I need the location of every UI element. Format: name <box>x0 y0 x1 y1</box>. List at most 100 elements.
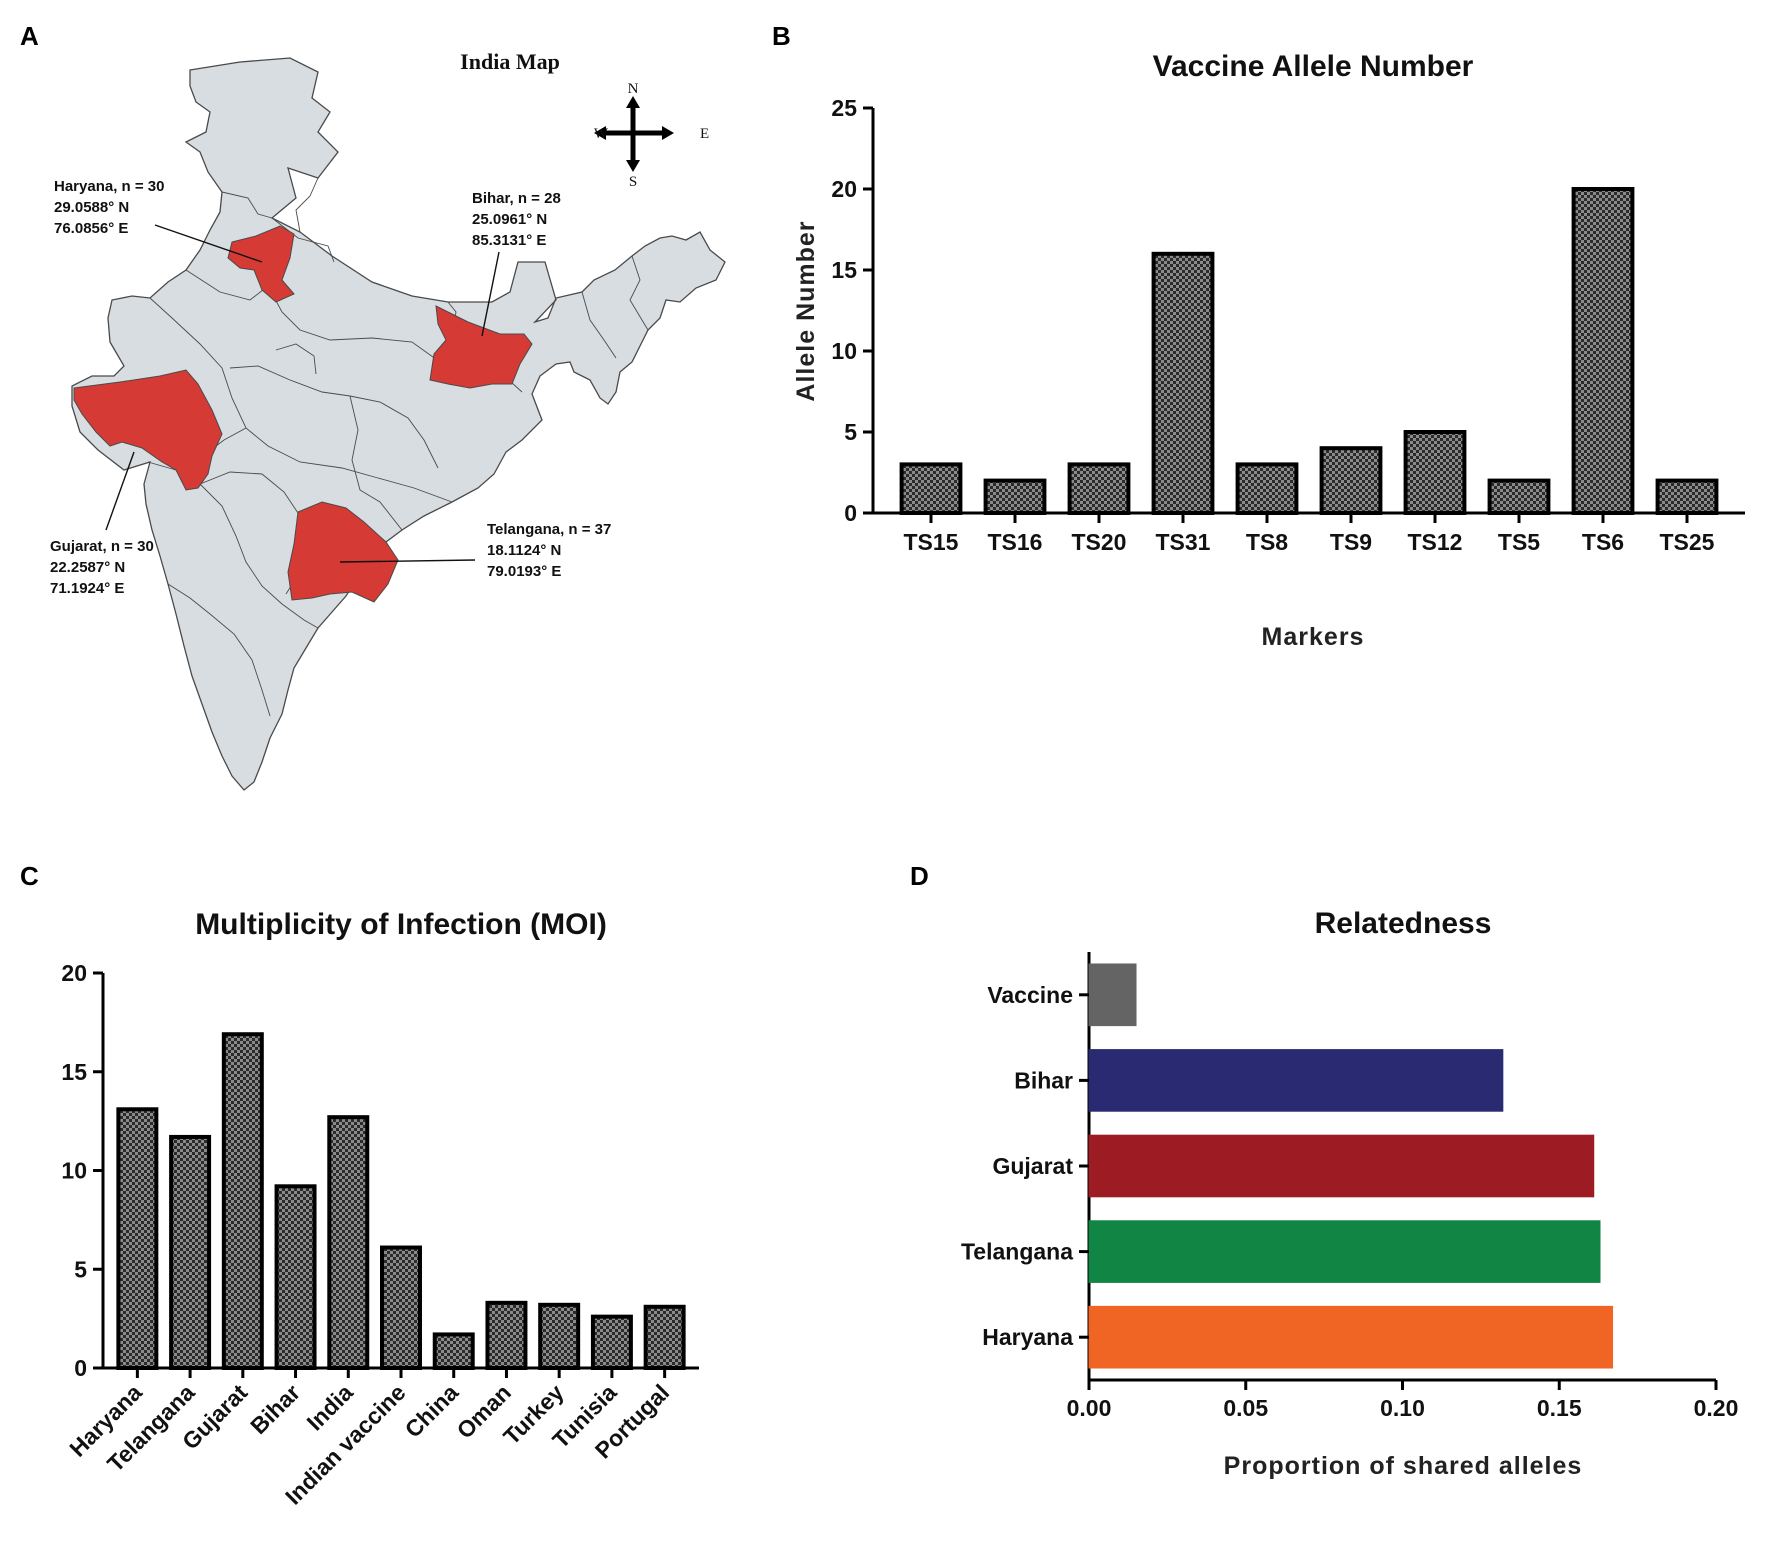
y-tick-label: 10 <box>831 338 857 364</box>
map-title: India Map <box>460 49 560 74</box>
bar-bihar <box>1088 1049 1504 1112</box>
bar-india <box>327 1115 370 1371</box>
chart-relatedness: Relatedness 0.00 0.05 0.10 0.15 0.20 Vaccine Bi… <box>961 907 1738 1480</box>
y-tick-label: Vaccine <box>987 982 1073 1008</box>
bar-ts6 <box>1571 187 1635 515</box>
bar-ts8 <box>1235 462 1299 515</box>
x-axis-label: Proportion of shared alleles <box>1224 1452 1583 1480</box>
y-axis-label: Allele Number <box>792 220 820 401</box>
x-tick-label: TS5 <box>1498 529 1540 555</box>
chart-title: Multiplicity of Infection (MOI) <box>195 908 607 941</box>
panel-label-b: B <box>772 21 791 51</box>
bar-portugal <box>643 1304 686 1371</box>
bar-ts31 <box>1151 251 1215 516</box>
y-tick-label: 25 <box>831 95 857 121</box>
annotation-name: Bihar, n = 28 <box>472 190 561 207</box>
compass-n: N <box>628 81 639 97</box>
annotation-bihar: Bihar, n = 28 25.0961° N 85.3131° E <box>472 190 561 249</box>
x-tick-label: 0.20 <box>1694 1395 1739 1421</box>
chart-title: Relatedness <box>1315 907 1492 940</box>
x-tick-label: TS6 <box>1582 529 1624 555</box>
x-tick-label: TS16 <box>988 529 1043 555</box>
y-tick-label: 5 <box>844 419 857 445</box>
bar-ts15 <box>899 462 963 515</box>
annotation-name: Telangana, n = 37 <box>487 521 611 538</box>
annotation-lat: 22.2587° N <box>50 559 125 576</box>
y-tick-label: 10 <box>61 1158 87 1184</box>
annotation-lon: 79.0193° E <box>487 563 561 580</box>
compass-e: E <box>700 126 709 142</box>
compass-w: W <box>594 126 609 142</box>
x-tick-label: TS25 <box>1660 529 1715 555</box>
bar-haryana <box>116 1107 159 1371</box>
x-tick-label: 0.10 <box>1380 1395 1425 1421</box>
x-tick-label: TS15 <box>904 529 959 555</box>
y-tick-label: Bihar <box>1014 1067 1073 1093</box>
y-tick-label: 0 <box>74 1355 87 1381</box>
panel-label-c: C <box>20 861 39 891</box>
y-tick-label: 15 <box>831 257 857 283</box>
x-tick-label: TS8 <box>1246 529 1288 555</box>
bar-ts20 <box>1067 462 1131 515</box>
state-bihar <box>429 305 533 389</box>
annotation-lon: 71.1924° E <box>50 580 124 597</box>
state-gujarat <box>73 369 223 491</box>
x-axis-label: Markers <box>1262 623 1365 651</box>
bar-ts9 <box>1319 446 1383 516</box>
panel-label-a: A <box>20 21 39 51</box>
chart-vaccine-allele-number: Vaccine Allele Number 0 5 10 15 20 25 TS15 TS16 T… <box>792 50 1745 651</box>
chart-moi: Multiplicity of Infection (MOI)05101520H… <box>61 908 699 1510</box>
annotation-name: Gujarat, n = 30 <box>50 538 154 555</box>
bar-turkey <box>538 1302 581 1371</box>
annotation-name: Haryana, n = 30 <box>54 178 164 195</box>
bar-ts12 <box>1403 430 1467 515</box>
bar-ts5 <box>1487 478 1551 516</box>
india-map-panel: India Map <box>50 49 726 791</box>
annotation-haryana: Haryana, n = 30 29.0588° N 76.0856° E <box>54 178 164 237</box>
bar-telangana <box>1088 1220 1601 1283</box>
bar-ts16 <box>983 478 1047 516</box>
x-tick-label: China <box>400 1379 464 1443</box>
bar-haryana <box>1088 1305 1614 1369</box>
bar-indian-vaccine <box>380 1245 422 1371</box>
annotation-lon: 85.3131° E <box>472 232 546 249</box>
y-tick-label: 20 <box>61 960 87 986</box>
bar-bihar <box>274 1184 317 1371</box>
bar-gujarat <box>1088 1134 1595 1198</box>
compass-s: S <box>629 174 637 190</box>
x-tick-label: 0.00 <box>1067 1395 1112 1421</box>
y-tick-label: 15 <box>61 1059 87 1085</box>
bar-ts25 <box>1655 478 1719 516</box>
state-haryana <box>227 225 295 303</box>
bar-china <box>432 1332 475 1371</box>
x-tick-label: Bihar <box>245 1379 305 1439</box>
annotation-lon: 76.0856° E <box>54 220 128 237</box>
compass-rose: N S W E <box>594 81 709 190</box>
bar-vaccine <box>1088 963 1137 1027</box>
annotation-lat: 25.0961° N <box>472 211 547 228</box>
y-tick-label: Telangana <box>961 1239 1073 1265</box>
y-tick-label: 5 <box>74 1256 87 1282</box>
y-tick-label: 20 <box>831 176 857 202</box>
x-tick-label: TS12 <box>1408 529 1463 555</box>
bar-tunisia <box>590 1314 633 1371</box>
y-tick-label: Haryana <box>982 1324 1073 1350</box>
x-tick-label: TS20 <box>1072 529 1127 555</box>
y-tick-label: Gujarat <box>992 1153 1073 1179</box>
chart-title: Vaccine Allele Number <box>1153 50 1474 83</box>
state-telangana <box>287 501 399 603</box>
panel-label-d: D <box>910 861 929 891</box>
leader-lines <box>105 224 500 563</box>
bar-gujarat <box>221 1032 264 1370</box>
x-tick-label: TS31 <box>1156 529 1211 555</box>
annotation-lat: 29.0588° N <box>54 199 129 216</box>
y-tick-label: 0 <box>844 500 857 526</box>
bar-oman <box>485 1300 528 1370</box>
x-tick-label: 0.15 <box>1537 1395 1582 1421</box>
x-tick-label: 0.05 <box>1223 1395 1268 1421</box>
x-tick-label: TS9 <box>1330 529 1372 555</box>
annotation-lat: 18.1124° N <box>487 542 561 559</box>
bar-telangana <box>169 1134 212 1371</box>
annotation-telangana: Telangana, n = 37 18.1124° N 79.0193° E <box>487 521 611 580</box>
